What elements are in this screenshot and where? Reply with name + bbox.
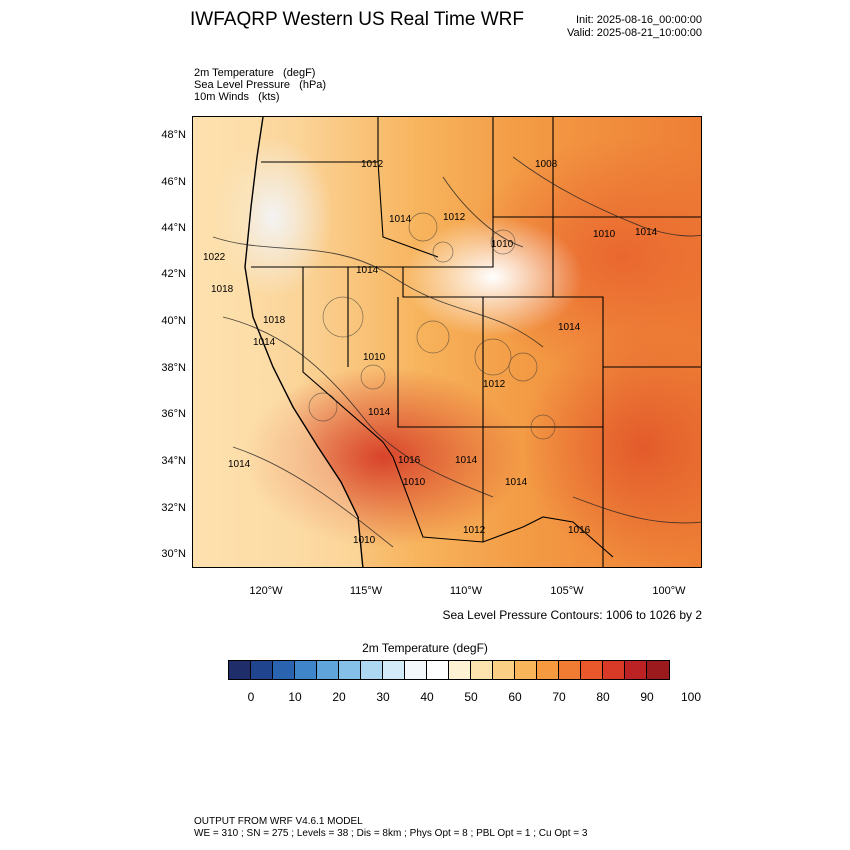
colorbar-swatch <box>515 661 537 679</box>
field-temperature: 2m Temperature (degF) <box>194 67 316 79</box>
colorbar-swatch <box>295 661 317 679</box>
lon-label-120: 120°W <box>249 585 283 597</box>
colorbar-tick-label: 100 <box>680 690 702 704</box>
lat-label-44: 44°N <box>161 222 186 234</box>
isobar-label: 1014 <box>356 265 379 276</box>
colorbar-tick-label: 20 <box>332 690 346 704</box>
isobar-label: 1014 <box>505 477 528 488</box>
isobar-label: 1012 <box>443 212 466 223</box>
lat-label-40: 40°N <box>161 315 186 327</box>
colorbar-swatch <box>449 661 471 679</box>
lon-label-110: 110°W <box>449 585 483 597</box>
isobar-label: 1014 <box>558 322 581 333</box>
isobar-label: 1010 <box>403 477 426 488</box>
lat-label-46: 46°N <box>161 176 186 188</box>
colorbar-swatch <box>559 661 581 679</box>
colorbar-swatch <box>537 661 559 679</box>
colorbar-swatch <box>251 661 273 679</box>
state-borders <box>251 117 701 567</box>
colorbar-swatch <box>361 661 383 679</box>
colorbar-tick-label: 60 <box>508 690 522 704</box>
lat-label-48: 48°N <box>161 129 186 141</box>
slp-contour-note: Sea Level Pressure Contours: 1006 to 102… <box>442 608 703 622</box>
lat-label-32: 32°N <box>161 502 186 514</box>
map-title: IWFAQRP Western US Real Time WRF <box>190 9 524 30</box>
isobar-label: 1014 <box>389 214 412 225</box>
map-panel: 1008 1010 1014 1012 1014 1012 1010 1022 … <box>192 116 702 568</box>
colorbar-swatch <box>603 661 625 679</box>
colorbar-tick-label: 70 <box>552 690 566 704</box>
isobar-label: 1018 <box>263 315 286 326</box>
ocean-area <box>193 117 363 567</box>
isobar-label: 1014 <box>635 227 658 238</box>
isobar-label: 1014 <box>253 337 276 348</box>
lat-label-30: 30°N <box>161 548 186 560</box>
isobar-label: 1018 <box>211 284 234 295</box>
colorbar-swatch <box>493 661 515 679</box>
isobar-label: 1008 <box>535 159 558 170</box>
lat-label-36: 36°N <box>161 408 186 420</box>
footer-config: WE = 310 ; SN = 275 ; Levels = 38 ; Dis … <box>194 828 588 839</box>
lon-label-105: 105°W <box>550 585 584 597</box>
colorbar-swatch <box>273 661 295 679</box>
colorbar-tick-label: 10 <box>288 690 302 704</box>
colorbar-swatch <box>229 661 251 679</box>
field-winds: 10m Winds (kts) <box>194 91 280 103</box>
lat-label-38: 38°N <box>161 362 186 374</box>
valid-time: Valid: 2025-08-21_10:00:00 <box>567 27 702 39</box>
colorbar-swatch <box>405 661 427 679</box>
terrain-contours <box>308 212 556 440</box>
isobar-label: 1012 <box>463 525 486 536</box>
colorbar-tick-label: 40 <box>420 690 434 704</box>
lat-label-34: 34°N <box>161 455 186 467</box>
colorbar-swatch <box>317 661 339 679</box>
isobar-label: 1014 <box>455 455 478 466</box>
lat-label-42: 42°N <box>161 268 186 280</box>
isobar-label: 1010 <box>593 229 616 240</box>
colorbar <box>228 660 670 680</box>
isobar-label: 1010 <box>491 239 514 250</box>
isobar-label: 1010 <box>353 535 376 546</box>
field-pressure: Sea Level Pressure (hPa) <box>194 79 327 91</box>
colorbar-tick-label: 0 <box>247 690 255 704</box>
colorbar-title: 2m Temperature (degF) <box>362 641 488 655</box>
colorbar-swatch <box>471 661 493 679</box>
init-time: Init: 2025-08-16_00:00:00 <box>576 14 702 26</box>
colorbar-swatch <box>581 661 603 679</box>
colorbar-swatch <box>339 661 361 679</box>
isobar-contours <box>212 156 701 548</box>
map-drawing <box>193 117 701 567</box>
isobar-label: 1022 <box>203 252 226 263</box>
colorbar-swatch <box>427 661 449 679</box>
coastline <box>244 117 364 567</box>
colorbar-tick-label: 80 <box>596 690 610 704</box>
isobar-label: 1016 <box>568 525 591 536</box>
colorbar-tick-label: 50 <box>464 690 478 704</box>
lon-label-115: 115°W <box>349 585 383 597</box>
colorbar-tick-label: 30 <box>376 690 390 704</box>
isobar-label: 1010 <box>363 352 386 363</box>
footer-model: OUTPUT FROM WRF V4.6.1 MODEL <box>194 816 363 827</box>
isobar-label: 1014 <box>368 407 391 418</box>
isobar-label: 1016 <box>398 455 421 466</box>
colorbar-swatch <box>647 661 669 679</box>
isobar-label: 1014 <box>228 459 251 470</box>
isobar-label: 1012 <box>483 379 506 390</box>
colorbar-tick-label: 90 <box>640 690 654 704</box>
lon-label-100: 100°W <box>652 585 686 597</box>
isobar-label: 1012 <box>361 159 384 170</box>
colorbar-swatch <box>383 661 405 679</box>
colorbar-swatch <box>625 661 647 679</box>
